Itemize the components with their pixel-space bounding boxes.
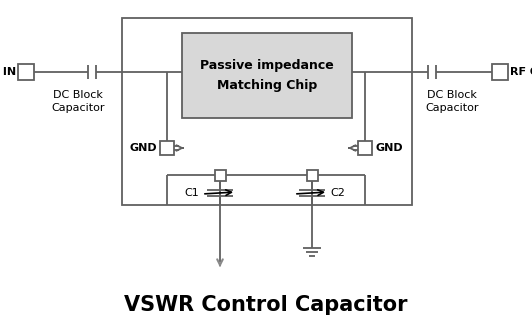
Text: GND: GND [129,143,157,153]
Bar [307,170,318,181]
Text: RF OUT: RF OUT [510,67,532,77]
Bar [160,141,174,155]
Bar [358,141,372,155]
Text: DC Block
Capacitor: DC Block Capacitor [425,90,479,113]
Text: RF IN: RF IN [0,67,16,77]
Bar [215,170,226,181]
Text: VSWR Control Capacitor: VSWR Control Capacitor [124,295,408,315]
Bar [122,18,412,205]
Bar [492,64,508,80]
Bar [18,64,34,80]
Text: C1: C1 [184,188,199,198]
Text: GND: GND [375,143,403,153]
Text: Passive impedance
Matching Chip: Passive impedance Matching Chip [200,60,334,92]
Bar [182,33,352,118]
Text: DC Block
Capacitor: DC Block Capacitor [51,90,105,113]
Text: C2: C2 [330,188,345,198]
